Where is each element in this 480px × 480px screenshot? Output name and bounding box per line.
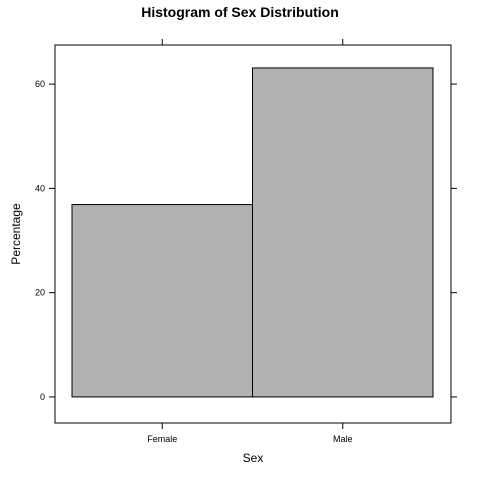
bars-group (71, 67, 434, 398)
bar-female (71, 204, 253, 398)
x-axis-label: Sex (243, 451, 264, 465)
x-axis: Female Male (147, 39, 353, 444)
chart-title: Histogram of Sex Distribution (141, 4, 339, 20)
plot-frame (54, 44, 452, 424)
y-tick-label: 20 (35, 288, 45, 298)
x-tick-label: Female (147, 434, 177, 444)
x-tick-label: Male (333, 434, 353, 444)
y-tick-label: 0 (40, 392, 45, 402)
y-axis: 0 20 40 60 (35, 79, 457, 402)
y-tick-label: 40 (35, 183, 45, 193)
y-axis-label: Percentage (9, 203, 23, 265)
y-tick-label: 60 (35, 79, 45, 89)
bar-male (252, 67, 434, 398)
